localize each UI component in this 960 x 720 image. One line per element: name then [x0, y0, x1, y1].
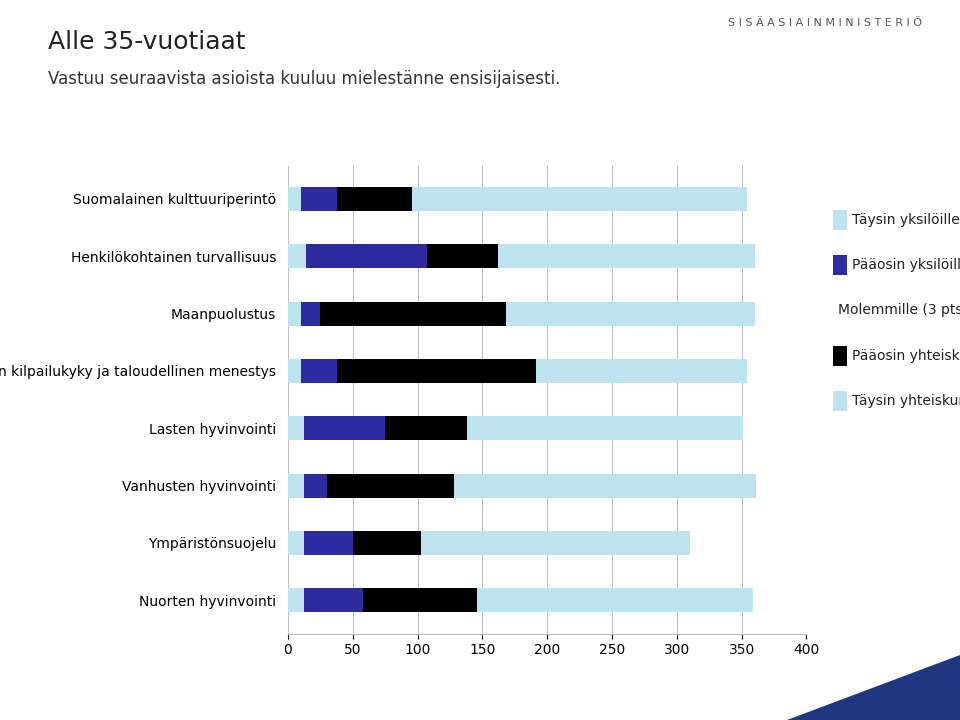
Bar [288, 244, 306, 269]
Bar [288, 474, 303, 498]
Bar [288, 359, 301, 383]
Bar [288, 531, 303, 555]
Text: Vastuu seuraavista asioista kuuluu mielestänne ensisijaisesti.: Vastuu seuraavista asioista kuuluu miele… [48, 70, 561, 88]
Bar [303, 588, 363, 612]
Bar [301, 359, 337, 383]
Bar [301, 187, 337, 211]
Bar [413, 187, 747, 211]
Polygon shape [787, 655, 960, 720]
Text: Pääosin yksilöille (2 pts): Pääosin yksilöille (2 pts) [852, 258, 960, 272]
Bar [288, 302, 301, 325]
Bar [306, 244, 426, 269]
Bar [454, 474, 756, 498]
Bar [303, 474, 326, 498]
Bar [288, 187, 301, 211]
Text: Alle 35-vuotiaat: Alle 35-vuotiaat [48, 30, 246, 54]
Text: Pääosin yhteiskunnalle (4 pts): Pääosin yhteiskunnalle (4 pts) [852, 348, 960, 363]
Bar [536, 359, 747, 383]
Bar [288, 588, 303, 612]
Bar [421, 531, 690, 555]
Text: Molemmille (3 pts): Molemmille (3 pts) [838, 303, 960, 318]
Text: Täysin yksilöille (1 pts): Täysin yksilöille (1 pts) [852, 212, 960, 227]
Bar [506, 302, 755, 325]
Bar [426, 244, 498, 269]
Bar [303, 531, 353, 555]
Bar [337, 187, 413, 211]
Bar [385, 416, 467, 441]
Bar [477, 588, 754, 612]
Bar [321, 302, 506, 325]
Bar [301, 302, 321, 325]
Bar [326, 474, 454, 498]
Bar [363, 588, 477, 612]
Bar [303, 416, 385, 441]
Text: Täysin yhteiskunnalle (5 pts): Täysin yhteiskunnalle (5 pts) [852, 394, 960, 408]
Bar [288, 416, 303, 441]
Bar [337, 359, 536, 383]
Bar [498, 244, 755, 269]
Bar [467, 416, 743, 441]
Text: S I S Ä A S I A I N M I N I S T E R I Ö: S I S Ä A S I A I N M I N I S T E R I Ö [728, 18, 922, 28]
Bar [353, 531, 421, 555]
